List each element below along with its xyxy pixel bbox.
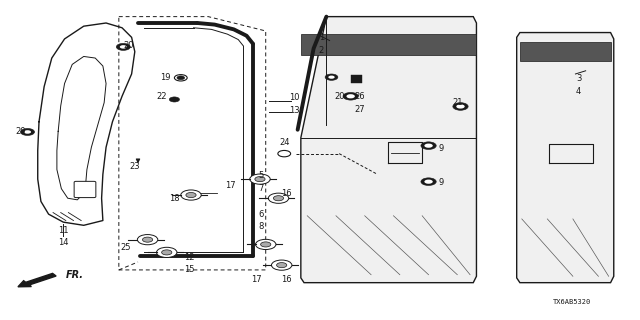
Text: 14: 14 [58,238,68,247]
Circle shape [143,237,153,242]
Circle shape [268,193,289,203]
Text: 12: 12 [184,253,195,262]
Circle shape [20,128,35,135]
Text: 9: 9 [438,178,444,187]
Circle shape [250,174,270,184]
Text: 20: 20 [16,127,26,136]
Text: 16: 16 [282,189,292,198]
Bar [520,42,611,61]
Text: 22: 22 [156,92,167,101]
Circle shape [424,180,433,184]
Circle shape [116,44,131,50]
Circle shape [177,76,184,80]
Text: 18: 18 [169,194,180,203]
Text: 6: 6 [259,210,264,219]
FancyBboxPatch shape [74,181,96,197]
Circle shape [346,94,355,98]
Circle shape [174,75,187,81]
Bar [301,34,476,55]
Text: 17: 17 [225,181,236,190]
FancyArrow shape [18,273,56,287]
Text: 4: 4 [576,87,581,96]
Circle shape [456,104,465,108]
Circle shape [325,74,338,80]
Circle shape [273,196,284,201]
Polygon shape [301,17,476,283]
Text: 15: 15 [184,265,195,275]
Text: 7: 7 [259,184,264,193]
Text: FR.: FR. [66,270,84,280]
Text: 2: 2 [319,45,324,55]
Circle shape [186,193,196,197]
Circle shape [271,260,292,270]
Text: 20: 20 [123,41,134,50]
Text: 23: 23 [129,162,140,171]
Text: 19: 19 [160,73,171,82]
Circle shape [343,92,358,100]
Text: 21: 21 [452,98,463,107]
Circle shape [138,235,158,245]
Text: 25: 25 [120,243,131,252]
Text: 13: 13 [289,106,300,115]
Circle shape [24,130,31,134]
Circle shape [421,178,436,186]
Text: 9: 9 [438,144,444,153]
Text: 20: 20 [334,92,344,101]
Text: 27: 27 [355,105,365,114]
Circle shape [162,250,172,255]
Text: 10: 10 [289,93,300,102]
Bar [351,75,362,83]
Text: 8: 8 [259,222,264,231]
Circle shape [424,144,433,148]
Text: 26: 26 [355,92,365,101]
Circle shape [170,97,179,102]
Circle shape [180,190,201,200]
Text: 5: 5 [259,172,264,180]
Text: 17: 17 [251,275,262,284]
Text: 11: 11 [58,226,68,235]
Text: 1: 1 [319,33,324,42]
Circle shape [328,76,335,79]
Text: 16: 16 [282,275,292,284]
Text: TX6AB5320: TX6AB5320 [553,299,591,305]
Circle shape [421,142,436,149]
Circle shape [453,103,468,110]
Polygon shape [516,33,614,283]
Circle shape [260,242,271,247]
Circle shape [255,239,276,250]
Text: 3: 3 [576,74,581,83]
Circle shape [157,247,177,258]
Circle shape [276,263,287,268]
Circle shape [278,150,291,157]
Text: 24: 24 [279,138,289,147]
Circle shape [255,177,265,182]
Circle shape [120,45,127,49]
